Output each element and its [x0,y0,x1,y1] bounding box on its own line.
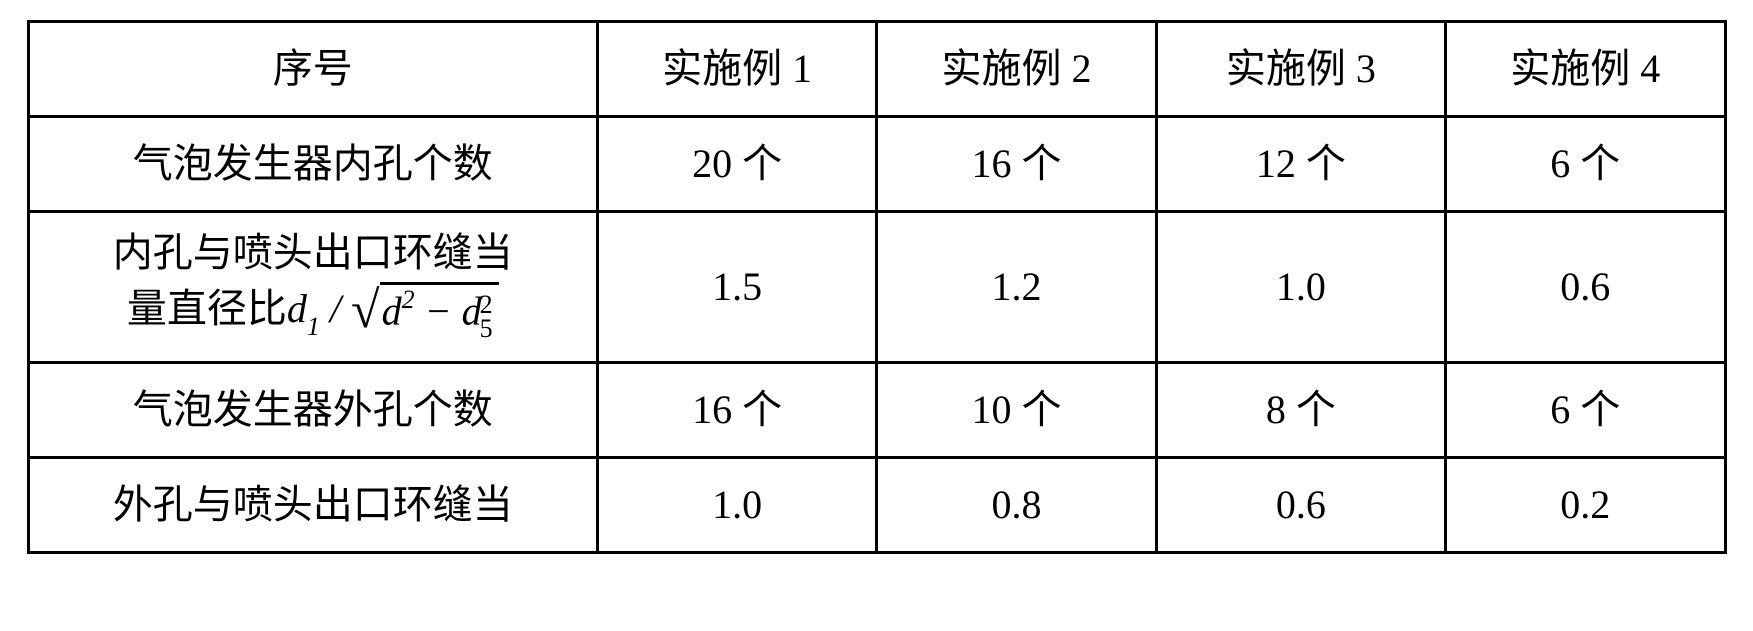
row2-val4: 0.6 [1446,212,1725,363]
row2-label-line2: 量直径比d1 / √d2 − d25 [50,279,576,347]
row1-val2: 16 个 [877,117,1156,212]
row2-val2: 1.2 [877,212,1156,363]
row1-label: 气泡发生器内孔个数 [28,117,597,212]
row1-val3: 12 个 [1156,117,1445,212]
row3-val2: 10 个 [877,362,1156,457]
row2-label-prefix: 量直径比 [127,286,287,331]
math-formula: d1 / √d2 − d25 [287,279,499,347]
table-header-row: 序号 实施例 1 实施例 2 实施例 3 实施例 4 [28,22,1725,117]
header-seq: 序号 [28,22,597,117]
row3-label: 气泡发生器外孔个数 [28,362,597,457]
row1-val4: 6 个 [1446,117,1725,212]
row1-val1: 20 个 [597,117,876,212]
row4-val4: 0.2 [1446,457,1725,552]
row4-val3: 0.6 [1156,457,1445,552]
row3-val3: 8 个 [1156,362,1445,457]
row4-label: 外孔与喷头出口环缝当 [28,457,597,552]
table-row: 外孔与喷头出口环缝当 1.0 0.8 0.6 0.2 [28,457,1725,552]
row3-val1: 16 个 [597,362,876,457]
parameters-table: 序号 实施例 1 实施例 2 实施例 3 实施例 4 气泡发生器内孔个数 20 … [27,20,1727,554]
row2-val1: 1.5 [597,212,876,363]
table-row: 气泡发生器内孔个数 20 个 16 个 12 个 6 个 [28,117,1725,212]
row4-val2: 0.8 [877,457,1156,552]
sqrt-icon: √d2 − d25 [351,279,499,347]
table-row: 内孔与喷头出口环缝当 量直径比d1 / √d2 − d25 1.5 1.2 1.… [28,212,1725,363]
row2-label: 内孔与喷头出口环缝当 量直径比d1 / √d2 − d25 [28,212,597,363]
row2-val3: 1.0 [1156,212,1445,363]
row2-label-line1: 内孔与喷头出口环缝当 [50,227,576,279]
table-row: 气泡发生器外孔个数 16 个 10 个 8 个 6 个 [28,362,1725,457]
header-example2: 实施例 2 [877,22,1156,117]
header-example1: 实施例 1 [597,22,876,117]
row4-val1: 1.0 [597,457,876,552]
header-example4: 实施例 4 [1446,22,1725,117]
row3-val4: 6 个 [1446,362,1725,457]
header-example3: 实施例 3 [1156,22,1445,117]
